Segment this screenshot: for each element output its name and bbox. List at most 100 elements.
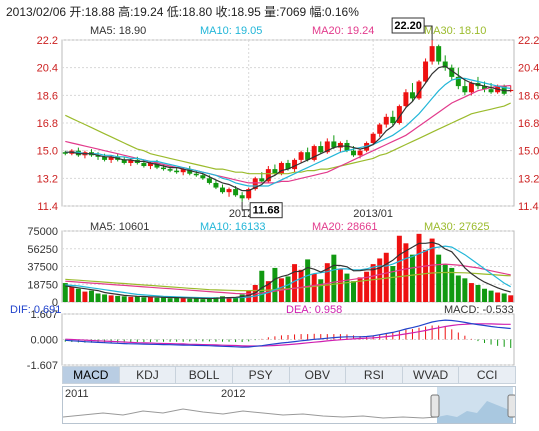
volume-bar — [409, 254, 415, 302]
price-candle — [272, 169, 278, 174]
navigator-history-line — [63, 387, 515, 423]
volume-bar — [442, 264, 448, 302]
volume-bar — [370, 264, 376, 302]
volume-bar — [305, 259, 311, 302]
price-candle — [278, 162, 284, 174]
volume-bar — [351, 281, 356, 302]
volume-bar — [508, 295, 514, 302]
volume-bar — [180, 298, 186, 302]
volume-bar — [128, 296, 134, 302]
price-candle — [423, 61, 429, 82]
volume-bar — [213, 297, 219, 302]
tab-wvad[interactable]: WVAD — [403, 367, 460, 383]
volume-bar — [383, 252, 389, 302]
price-candle — [252, 178, 258, 190]
price-axis-tick-right: 18.6 — [518, 90, 539, 102]
volume-bar — [95, 293, 101, 302]
macd-dif-line — [65, 319, 511, 348]
volume-bar — [501, 293, 507, 302]
volume-bar — [187, 298, 193, 302]
price-candle — [482, 86, 488, 90]
volume-legend-ma5: MA5: 10601 — [90, 221, 149, 233]
price-axis-tick-right: 22.2 — [518, 35, 539, 47]
price-axis-tick-left: 22.2 — [37, 35, 58, 47]
tab-rsi[interactable]: RSI — [346, 367, 403, 383]
volume-bar — [462, 278, 468, 302]
price-candle — [351, 150, 356, 156]
range-navigator[interactable]: 2011 2012 201 — [62, 386, 516, 424]
price-candle — [95, 155, 101, 157]
tab-cci[interactable]: CCI — [476, 368, 498, 382]
tab-macd[interactable]: MACD — [63, 367, 120, 383]
volume-bar — [429, 238, 435, 302]
macd-axis-tick: 1.607 — [30, 309, 58, 321]
price-candle — [331, 141, 337, 148]
price-ma5-line — [65, 65, 511, 192]
volume-bar — [226, 297, 232, 302]
price-axis-tick-left: 13.2 — [37, 173, 58, 185]
volume-axis-tick: 18750 — [27, 279, 58, 291]
price-candle — [239, 195, 245, 199]
volume-bar — [75, 288, 81, 302]
volume-bar — [200, 299, 206, 302]
volume-bar — [141, 297, 147, 302]
tab-boll[interactable]: BOLL — [176, 367, 233, 383]
tab-psy[interactable]: PSY — [233, 367, 290, 383]
price-ma10-line — [65, 77, 511, 187]
volume-bar — [233, 297, 239, 302]
price-candle — [75, 150, 81, 156]
price-candle — [311, 146, 317, 160]
price-legend-ma5: MA5: 18.90 — [90, 25, 146, 37]
price-axis-tick-right: 11.4 — [518, 201, 539, 213]
volume-bar — [357, 277, 363, 302]
navigator-right-handle[interactable] — [507, 394, 515, 418]
volume-bar — [298, 269, 304, 302]
price-candle — [416, 81, 422, 99]
max-price-pointer — [424, 25, 433, 40]
volume-bar — [239, 294, 245, 302]
price-candle — [206, 178, 212, 183]
price-candle — [318, 146, 324, 153]
price-candle — [147, 162, 153, 167]
min-price-box — [249, 202, 283, 219]
volume-bar — [246, 290, 252, 302]
price-x-label: 2013/01 — [353, 208, 393, 220]
volume-bar — [416, 233, 422, 302]
volume-axis-tick: 37500 — [27, 262, 58, 274]
price-candle — [220, 187, 225, 193]
tab-obv[interactable]: OBV — [290, 367, 347, 383]
macd-legend-dif: DIF: 0.691 — [10, 304, 61, 316]
volume-bar — [488, 290, 494, 302]
volume-bar — [69, 286, 75, 302]
min-price-label: 11.68 — [253, 205, 280, 217]
navigator-left-handle[interactable] — [430, 394, 440, 418]
price-candle — [108, 156, 114, 160]
price-candle — [383, 116, 389, 125]
price-candle — [128, 159, 134, 163]
macd-axis-tick: -1.607 — [27, 360, 58, 372]
price-candle — [390, 116, 396, 123]
price-axis-tick-right: 20.4 — [518, 63, 539, 75]
price-candle — [200, 175, 206, 179]
volume-legend-ma30: MA30: 27625 — [424, 221, 489, 233]
price-candle — [187, 169, 193, 174]
volume-ma5-line — [65, 241, 511, 300]
volume-axis-tick: 0 — [52, 297, 58, 309]
price-candle — [213, 182, 219, 188]
price-candle — [468, 83, 474, 93]
price-candle — [259, 178, 265, 182]
price-candle — [226, 189, 232, 193]
volume-bar — [311, 273, 317, 302]
price-candle — [180, 169, 186, 173]
volume-bar — [344, 273, 350, 302]
volume-bar — [102, 294, 108, 302]
price-candle — [429, 46, 435, 62]
volume-bar — [292, 264, 298, 302]
volume-bar — [272, 267, 278, 302]
volume-bar — [134, 296, 140, 302]
tab-kdj[interactable]: KDJ — [120, 367, 177, 383]
volume-bar — [154, 297, 160, 302]
max-price-label: 22.20 — [394, 20, 422, 32]
volume-bar — [259, 270, 265, 302]
price-candle — [141, 162, 147, 167]
